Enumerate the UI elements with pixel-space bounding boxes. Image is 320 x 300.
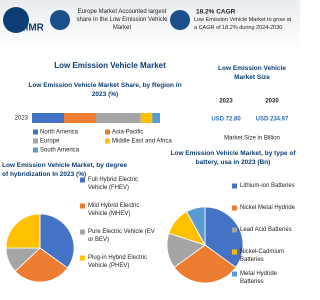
legend-swatch <box>80 203 85 209</box>
legend-swatch <box>80 255 85 261</box>
bar-segment <box>64 113 96 123</box>
legend-swatch <box>232 183 237 189</box>
legend-label: North America <box>40 130 79 136</box>
legend-label: Nickel-Cadmium Batteries <box>240 248 285 263</box>
legend-label: Pure Electric Vehicle (EV or BEV) <box>88 228 155 243</box>
stat2-box: Low Emission Vehicle Market to grow at a… <box>194 17 292 31</box>
chart1-title-box: Low Emission Vehicle Market, by degree o… <box>2 162 127 178</box>
main-title: Low Emission Vehicle Market <box>54 61 166 70</box>
legend-label: Middle East and Africa <box>112 139 172 145</box>
legend-label: Mild Hybrid Electric Vehicle (MHEV) <box>88 202 140 217</box>
legend-label: Lead Acid Batteries <box>240 226 292 233</box>
legend-box: Metal Hydride Batteries <box>240 270 278 285</box>
legend-label: Metal Hydride Batteries <box>240 270 278 285</box>
stat1-box: Europe Market Accounted largest share in… <box>76 9 168 31</box>
size-title: Low Emission Vehicle Market Size <box>218 65 286 81</box>
size-value: USD 234.97 <box>256 117 289 123</box>
legend-box: Lithium-ion Batteries <box>240 182 295 189</box>
legend-swatch <box>105 129 110 135</box>
stat2-title: 18.2% CAGR <box>196 9 236 16</box>
legend-swatch <box>232 271 237 277</box>
stat-icon <box>170 10 190 30</box>
bar-segment <box>140 113 153 123</box>
pie-slice <box>39 213 75 269</box>
size-title-box: Low Emission Vehicle Market Size <box>218 65 286 81</box>
logo-text: MMR <box>20 23 45 34</box>
legend-swatch <box>232 205 237 211</box>
legend-box: Full Hybrid Electric Vehicle (FHEV) <box>88 176 139 191</box>
stat2: Low Emission Vehicle Market to grow at a… <box>194 17 292 31</box>
chart2-title-box: Low Emission Vehicle Market, by type of … <box>170 150 296 166</box>
chart0-title-box: Low Emission Vehicle Market Share, by Re… <box>28 82 182 98</box>
stat1: Europe Market Accounted largest share in… <box>76 9 168 31</box>
legend-box: Nickel Metal Hydride <box>240 204 296 211</box>
legend-box: Nickel-Cadmium Batteries <box>240 248 285 263</box>
stat-icon <box>50 10 70 30</box>
legend-swatch <box>232 249 237 255</box>
legend-label: Lithium-ion Batteries <box>240 182 295 189</box>
infographic: MMR Europe Market Accounted largest shar… <box>0 0 300 285</box>
bar-segment <box>152 113 160 123</box>
legend-label: South America <box>40 148 80 154</box>
legend-swatch <box>80 177 85 183</box>
pie-slice <box>5 213 41 249</box>
size-year: 2030 <box>265 99 279 105</box>
legend-label: Europe <box>40 139 60 145</box>
logo-globe <box>3 7 29 33</box>
pie-slice <box>14 247 69 283</box>
chart-title: Low Emission Vehicle Market, by degree o… <box>2 162 127 178</box>
size-year: 2023 <box>219 99 233 105</box>
y-tick-label: 2023 <box>15 116 29 122</box>
bar-segment <box>96 113 141 123</box>
legend-label: Full Hybrid Electric Vehicle (FHEV) <box>88 176 139 191</box>
header-band <box>0 0 300 50</box>
legend-label: Plug-in Hybrid Electric Vehicle (PHEV) <box>88 254 148 269</box>
legend-swatch <box>33 138 38 144</box>
legend-swatch <box>105 138 110 144</box>
legend-box: Lead Acid Batteries <box>240 226 292 233</box>
size-value: USD 72.80 <box>211 117 241 123</box>
chart-title: Low Emission Vehicle Market, by type of … <box>170 150 296 166</box>
bar-segment <box>32 113 64 123</box>
chart-title: Low Emission Vehicle Market Share, by Re… <box>28 82 182 98</box>
legend-swatch <box>33 147 38 153</box>
legend-box: Plug-in Hybrid Electric Vehicle (PHEV) <box>88 254 148 269</box>
legend-label: Asia-Pacific <box>112 130 143 136</box>
pie-slice <box>173 244 237 284</box>
pie-slice <box>186 206 206 246</box>
legend-swatch <box>80 229 85 235</box>
legend-box: Mild Hybrid Electric Vehicle (MHEV) <box>88 202 140 217</box>
legend-box: Pure Electric Vehicle (EV or BEV) <box>88 228 155 243</box>
legend-label: Nickel Metal Hydride <box>240 204 296 211</box>
legend-swatch <box>33 129 38 135</box>
legend-swatch <box>232 227 237 233</box>
size-note: Market Size in Billion <box>224 136 280 142</box>
